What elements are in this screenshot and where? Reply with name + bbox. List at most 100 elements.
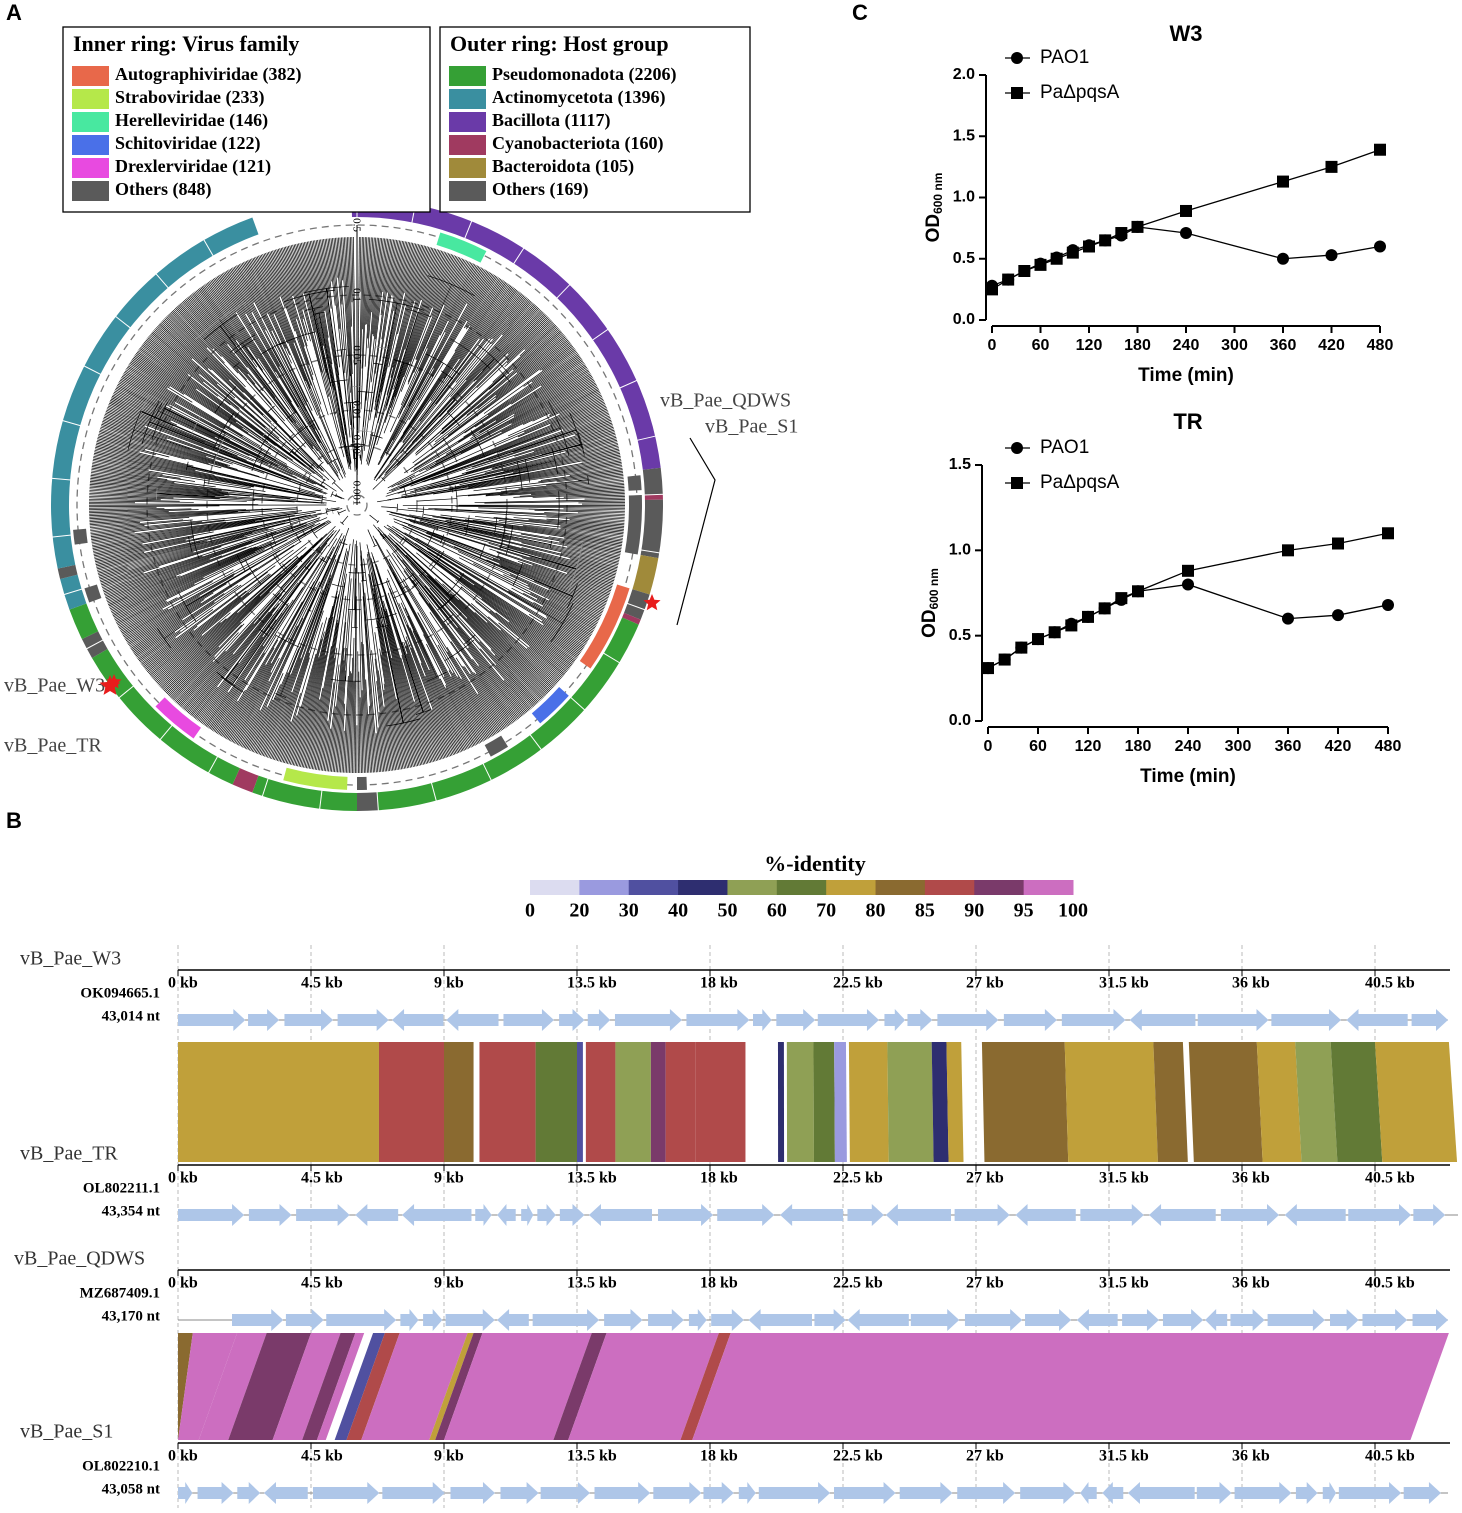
- tree-branch: [441, 332, 563, 435]
- tree-branch: [379, 533, 525, 715]
- phage-label: vB_Pae_S1: [705, 416, 798, 438]
- legend-label: Actinomycetota (1396): [492, 87, 665, 108]
- tree-node: [440, 370, 454, 380]
- tree-branch: [456, 481, 625, 497]
- tree-branch: [380, 613, 416, 767]
- tree-branch: [495, 338, 568, 396]
- gene-arrow: [703, 1482, 734, 1504]
- tree-branch: [280, 619, 312, 696]
- tree-branch: [404, 248, 437, 350]
- tree-branch: [548, 599, 598, 625]
- marker: [1180, 204, 1192, 217]
- gene-arrow: [604, 1309, 643, 1331]
- tree-branch: [101, 423, 216, 461]
- tree-branch: [231, 612, 283, 686]
- tree-branch: [412, 516, 620, 561]
- tree-node: [426, 528, 435, 546]
- tree-branch: [299, 489, 323, 497]
- tree-branch: [342, 237, 351, 377]
- tree-branch: [483, 291, 520, 340]
- tree-branch: [428, 507, 625, 518]
- tree-branch: [280, 247, 307, 335]
- tree-node: [337, 511, 340, 516]
- tree-branch: [89, 498, 180, 502]
- tree-branch: [419, 519, 618, 569]
- tree-branch: [393, 521, 602, 615]
- tree-branch: [392, 240, 403, 297]
- tree-branch: [203, 602, 289, 726]
- identity-band: [553, 1333, 607, 1440]
- tree-branch: [374, 280, 504, 479]
- tree-branch: [164, 318, 272, 423]
- kb-tick-label: 40.5 kb: [1365, 975, 1415, 992]
- tree-branch: [236, 265, 320, 431]
- host-ring-segment: [624, 589, 650, 620]
- tree-branch: [341, 730, 345, 773]
- y-axis-label-main: OD: [919, 609, 940, 638]
- tree-branch: [377, 670, 392, 771]
- tree-branch: [508, 621, 570, 669]
- tree-branch: [106, 408, 328, 494]
- tree-branch: [287, 617, 328, 764]
- tree-branch: [96, 522, 286, 570]
- tree-branch: [388, 565, 483, 743]
- tree-branch: [314, 582, 346, 770]
- tree-branch: [394, 544, 543, 699]
- tree-branch: [219, 274, 299, 408]
- kb-tick-label: 31.5 kb: [1099, 1275, 1149, 1292]
- tree-branch: [89, 508, 298, 524]
- tree-branch: [195, 290, 314, 447]
- tree-branch: [120, 608, 163, 633]
- marker: [1277, 175, 1289, 188]
- tree-branch: [392, 245, 425, 368]
- tree-branch: [494, 654, 539, 703]
- tree-branch: [393, 314, 546, 469]
- tree-node: [331, 480, 336, 485]
- tree-branch: [443, 676, 479, 745]
- tree-branch: [117, 383, 316, 485]
- tree-branch: [382, 238, 390, 293]
- tree-branch: [235, 657, 280, 745]
- identity-band: [361, 1333, 468, 1440]
- tree-node: [426, 671, 447, 682]
- tree-branch: [495, 451, 620, 478]
- tree-branch: [302, 242, 349, 463]
- tree-branch: [443, 283, 509, 379]
- tree-branch: [378, 573, 439, 761]
- tree-branch: [363, 239, 393, 451]
- kb-tick-label: 13.5 kb: [567, 1448, 617, 1465]
- y-tick-label: 2.0: [953, 66, 975, 83]
- tree-branch: [519, 490, 625, 497]
- tree-branch: [159, 555, 303, 687]
- tree-branch: [89, 494, 174, 499]
- tree-branch: [301, 654, 326, 768]
- tree-branch: [565, 438, 617, 453]
- tree-branch: [228, 269, 253, 313]
- tree-branch: [166, 591, 270, 695]
- host-ring-segment: [644, 494, 663, 500]
- tree-branch: [383, 683, 398, 771]
- tree-branch: [211, 279, 317, 442]
- tree-branch: [385, 247, 434, 407]
- tree-branch: [93, 536, 195, 557]
- ring-gap: [203, 238, 214, 257]
- tree-branch: [461, 678, 496, 735]
- tree-branch: [366, 558, 407, 769]
- identity-band: [887, 1042, 934, 1162]
- identity-band: [1153, 1042, 1188, 1162]
- identity-band: [946, 1042, 964, 1162]
- tree-branch: [119, 569, 234, 630]
- tree-branch: [461, 428, 615, 475]
- tree-branch: [516, 333, 564, 374]
- tree-branch: [316, 533, 334, 554]
- label-connector: [676, 437, 716, 626]
- tree-branch: [96, 439, 156, 456]
- tree-branch: [168, 565, 298, 697]
- tree-branch: [465, 302, 534, 381]
- family-ring-segment: [73, 528, 88, 545]
- gene-arrow: [1330, 1309, 1359, 1331]
- tree-branch: [531, 350, 577, 383]
- family-ring-segment: [624, 495, 642, 555]
- tree-branch: [405, 244, 421, 306]
- tree-branch: [380, 303, 398, 384]
